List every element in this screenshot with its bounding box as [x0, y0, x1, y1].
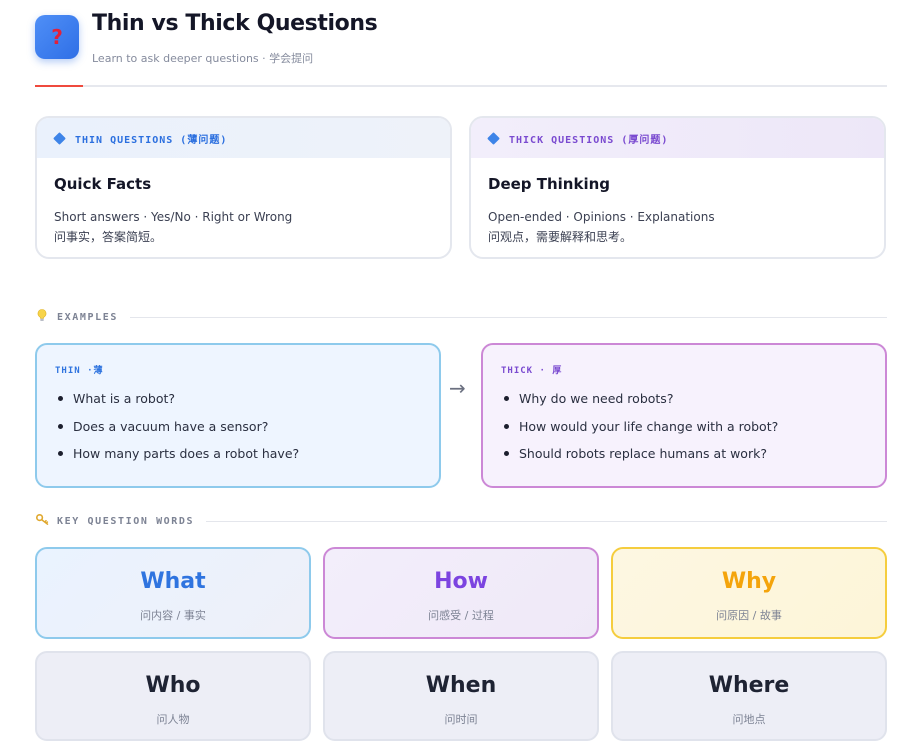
question-word: When: [425, 673, 497, 698]
thick-examples-tag: THICK · 厚: [501, 366, 563, 376]
diamond-icon: [487, 131, 500, 145]
question-word-what: What 问内容 / 事实: [35, 547, 311, 639]
question-word-who: Who 问人物: [35, 651, 311, 741]
question-word-when: When 问时间: [323, 651, 599, 741]
thick-card-description: Open-ended · Opinions · Explanations 问观点…: [488, 207, 715, 247]
list-item: Should robots replace humans at work?: [501, 445, 885, 473]
question-mark-icon: ?: [35, 15, 79, 59]
thin-questions-card: THIN QUESTIONS (薄问题) Quick Facts Short a…: [35, 116, 452, 259]
question-word: Why: [721, 569, 777, 594]
thick-examples-box: THICK · 厚 Why do we need robots? How wou…: [481, 343, 887, 488]
question-mark-glyph: ?: [51, 25, 63, 49]
question-word-meaning: 问内容 / 事实: [140, 609, 206, 622]
header-divider: [35, 85, 887, 87]
question-word-how: How 问感受 / 过程: [323, 547, 599, 639]
thick-questions-card: THICK QUESTIONS (厚问题) Deep Thinking Open…: [469, 116, 886, 259]
question-word-meaning: 问人物: [156, 713, 190, 726]
thin-card-description: Short answers · Yes/No · Right or Wrong …: [54, 207, 292, 247]
thin-examples-tag: THIN ·薄: [55, 366, 104, 376]
thin-examples-box: THIN ·薄 What is a robot? Does a vacuum h…: [35, 343, 441, 488]
thick-card-desc-en: Open-ended · Opinions · Explanations: [488, 210, 715, 224]
question-word-why: Why 问原因 / 故事: [611, 547, 887, 639]
thin-card-header: THIN QUESTIONS (薄问题): [37, 118, 450, 158]
section-divider: [129, 316, 887, 318]
header-accent-bar: [35, 85, 83, 87]
arrow-right-icon: →: [449, 376, 466, 400]
key-words-section-header: KEY QUESTION WORDS: [35, 513, 887, 528]
list-item: Why do we need robots?: [501, 390, 885, 418]
key-icon: [35, 513, 49, 528]
question-word-meaning: 问感受 / 过程: [428, 609, 494, 622]
thick-card-desc-cn: 问观点，需要解释和思考。: [488, 230, 633, 244]
page-title: Thin vs Thick Questions: [92, 11, 378, 36]
list-item: How would your life change with a robot?: [501, 418, 885, 446]
page-subtitle: Learn to ask deeper questions · 学会提问: [92, 52, 314, 65]
thick-examples-list: Why do we need robots? How would your li…: [501, 390, 885, 473]
section-divider: [206, 520, 887, 522]
thin-card-desc-en: Short answers · Yes/No · Right or Wrong: [54, 210, 293, 224]
thick-card-header: THICK QUESTIONS (厚问题): [471, 118, 884, 158]
examples-label: EXAMPLES: [57, 311, 118, 323]
thin-card-title: Quick Facts: [54, 175, 152, 193]
thin-card-desc-cn: 问事实，答案简短。: [54, 230, 163, 244]
diamond-icon: [53, 131, 66, 145]
list-item: Does a vacuum have a sensor?: [55, 418, 439, 446]
thick-card-title: Deep Thinking: [488, 175, 611, 193]
question-word: Where: [708, 673, 790, 698]
list-item: What is a robot?: [55, 390, 439, 418]
question-word: What: [140, 569, 206, 594]
question-word-meaning: 问原因 / 故事: [716, 609, 782, 622]
key-words-label: KEY QUESTION WORDS: [57, 515, 195, 527]
question-word: Who: [145, 673, 201, 698]
question-word-meaning: 问时间: [444, 713, 478, 726]
thin-examples-list: What is a robot? Does a vacuum have a se…: [55, 390, 439, 473]
lightbulb-icon: [35, 309, 49, 325]
question-word-where: Where 问地点: [611, 651, 887, 741]
thin-card-tag: THIN QUESTIONS (薄问题): [75, 134, 228, 146]
examples-section-header: EXAMPLES: [35, 309, 887, 325]
list-item: How many parts does a robot have?: [55, 445, 439, 473]
thick-card-tag: THICK QUESTIONS (厚问题): [509, 134, 669, 146]
question-word: How: [434, 569, 488, 594]
question-word-meaning: 问地点: [732, 713, 766, 726]
